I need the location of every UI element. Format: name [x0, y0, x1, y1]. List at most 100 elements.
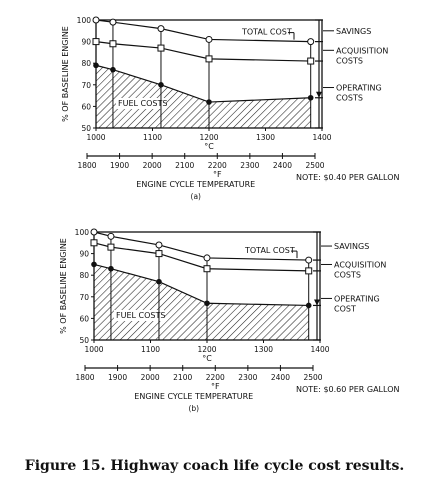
- data-point: [107, 243, 115, 251]
- x-tick-label-f: 2100: [173, 373, 192, 382]
- y-tick-label: 70: [81, 81, 91, 90]
- x-axis-title: ENGINE CYCLE TEMPERATURE: [134, 392, 253, 401]
- savings-label: SAVINGS: [334, 242, 369, 251]
- data-point: [305, 256, 313, 264]
- chart-panel-a: FUEL COSTS 50 60 70 80 90 100 % OF BASELINE ENG…: [61, 16, 399, 201]
- note-label: NOTE: $0.40 PER GALLON: [296, 173, 399, 182]
- data-point: [107, 232, 115, 240]
- panel-label: (a): [191, 192, 202, 201]
- x-tick-label-f: 1900: [110, 161, 129, 170]
- fuel-costs-area: [96, 65, 311, 128]
- y-tick-label: 60: [79, 314, 89, 323]
- x-tick-label-c: 1100: [141, 345, 160, 354]
- x-tick-label-f: 2300: [240, 161, 259, 170]
- y-tick-label: 80: [79, 271, 89, 280]
- savings-label: SAVINGS: [336, 27, 371, 36]
- series-line: [95, 41, 311, 62]
- data-point: [156, 278, 162, 285]
- data-point: [307, 38, 315, 46]
- fuel-costs-label: FUEL COSTS: [118, 99, 167, 108]
- acquisition-label-1: ACQUISITION: [334, 260, 386, 269]
- fuel-costs-label-bg: [114, 310, 164, 321]
- x-tick-label-c: 1300: [256, 133, 275, 142]
- x-tick-label-f: 1800: [75, 373, 94, 382]
- data-point: [307, 57, 315, 65]
- y-tick-label: 70: [79, 293, 89, 302]
- data-point: [109, 40, 117, 48]
- x-tick-label-f: 2200: [208, 161, 227, 170]
- data-point: [157, 25, 165, 33]
- data-point: [155, 241, 163, 249]
- y-tick-label: 90: [81, 38, 91, 47]
- data-point: [157, 44, 165, 52]
- x-axis-label-f: °F: [213, 170, 222, 179]
- x-tick-label-c: 1000: [86, 133, 105, 142]
- data-point: [90, 239, 98, 247]
- y-axis-label: % OF BASELINE ENGINE: [61, 26, 70, 122]
- x-tick-label-c: 1100: [143, 133, 162, 142]
- x-tick-label-c: 1000: [84, 345, 103, 354]
- x-tick-label-f: 2400: [273, 161, 292, 170]
- x-tick-label-f: 1800: [77, 161, 96, 170]
- note-label: NOTE: $0.60 PER GALLON: [296, 385, 399, 394]
- data-point: [109, 18, 117, 26]
- x-tick-label-f: 2300: [238, 373, 257, 382]
- x-tick-label-f: 2400: [271, 373, 290, 382]
- data-point: [203, 254, 211, 262]
- x-tick-label-c: 1400: [312, 133, 331, 142]
- data-point: [108, 265, 114, 272]
- x-tick-label-c: 1200: [197, 345, 216, 354]
- y-tick-label: 80: [81, 59, 91, 68]
- x-axis-label-f: °F: [211, 382, 220, 391]
- data-point: [158, 82, 164, 88]
- acquisition-label-1: ACQUISITION: [336, 46, 388, 55]
- x-tick-label-c: 1300: [254, 345, 273, 354]
- data-point: [110, 66, 116, 73]
- data-point: [206, 99, 212, 105]
- y-tick-label: 90: [79, 250, 89, 259]
- fuel-costs-area: [94, 264, 309, 340]
- operating-label-1: OPERATING: [334, 294, 380, 303]
- data-point: [155, 250, 163, 258]
- acquisition-label-2: COSTS: [334, 270, 361, 279]
- fuel-costs-label: FUEL COSTS: [116, 311, 165, 320]
- x-axis-title: ENGINE CYCLE TEMPERATURE: [136, 180, 255, 189]
- operating-label-2: COSTS: [336, 94, 363, 103]
- y-axis-label: % OF BASELINE ENGINE: [59, 238, 68, 334]
- panel-label: (b): [188, 404, 199, 413]
- data-point: [93, 62, 99, 69]
- x-axis-label-c: °C: [204, 142, 214, 151]
- x-tick-label-f: 2200: [206, 373, 225, 382]
- bracket-arrow: [314, 299, 320, 306]
- data-point: [91, 261, 97, 268]
- data-point: [205, 35, 213, 43]
- x-tick-label-f: 1900: [108, 373, 127, 382]
- data-point: [307, 94, 314, 101]
- data-point: [90, 228, 98, 236]
- data-point: [305, 302, 312, 309]
- data-point: [92, 38, 100, 46]
- y-tick-label: 100: [77, 16, 92, 25]
- x-tick-label-f: 2000: [143, 161, 162, 170]
- y-tick-label: 50: [81, 124, 91, 133]
- acquisition-label-2: COSTS: [336, 56, 363, 65]
- x-tick-label-f: 2100: [175, 161, 194, 170]
- data-point: [92, 16, 100, 24]
- x-axis-label-c: °C: [202, 354, 212, 363]
- data-point: [305, 267, 313, 275]
- figure-caption: Figure 15. Highway coach life cycle cost…: [24, 458, 405, 474]
- y-tick-label: 50: [79, 336, 89, 345]
- operating-label-2: COST: [334, 304, 356, 313]
- x-tick-label-f: 2000: [141, 373, 160, 382]
- operating-label-1: OPERATING: [336, 84, 382, 93]
- x-tick-label-f: 2500: [303, 373, 322, 382]
- x-tick-label-c: 1200: [199, 133, 218, 142]
- chart-panel-b: FUEL COSTS 50 60 70 80 90 100 % OF BASELINE ENG…: [59, 228, 399, 413]
- x-tick-label-f: 2500: [305, 161, 324, 170]
- data-point: [203, 265, 211, 273]
- x-tick-label-c: 1400: [310, 345, 329, 354]
- data-point: [205, 55, 213, 63]
- fuel-costs-label-bg: [116, 98, 166, 109]
- y-tick-label: 60: [81, 102, 91, 111]
